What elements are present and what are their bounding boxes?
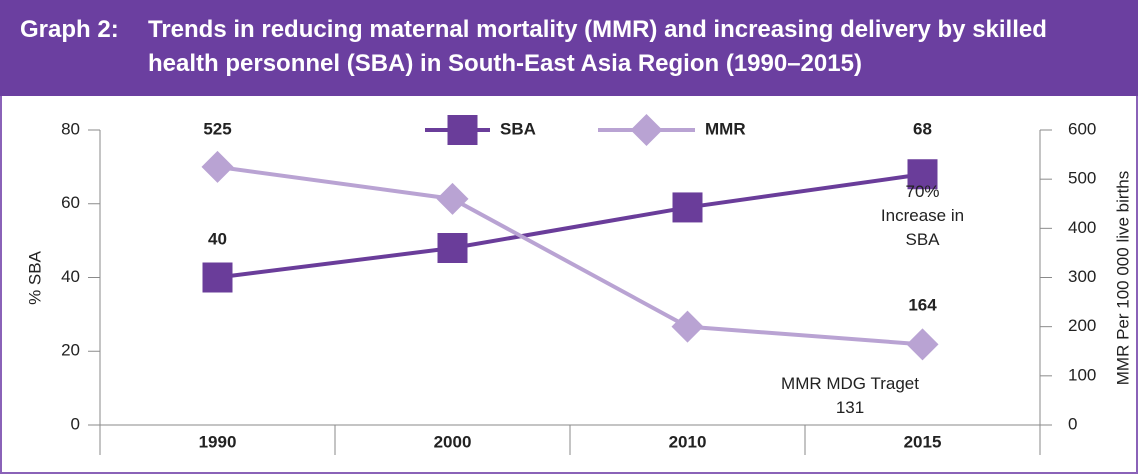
data-label: 68	[913, 119, 932, 138]
y2-tick-label: 0	[1068, 414, 1077, 433]
x-tick-label: 2000	[434, 432, 472, 451]
series-line	[217, 172, 923, 280]
annotation: MMR MDG Traget 131	[781, 374, 919, 417]
x-tick-label: 1990	[199, 432, 237, 451]
data-label: 40	[208, 229, 227, 248]
x-tick-label: 2010	[669, 432, 707, 451]
data-point	[906, 328, 939, 361]
y-tick-label: 20	[61, 341, 80, 360]
y-tick-label: 60	[61, 193, 80, 212]
y-tick-label: 40	[61, 267, 80, 286]
y-tick-label: 0	[71, 414, 80, 433]
data-point	[437, 233, 468, 263]
y2-axis-label: MMR Per 100 000 live births	[1113, 171, 1132, 385]
y-axis-label: % SBA	[25, 250, 44, 305]
y2-tick-label: 500	[1068, 169, 1096, 188]
annotation: 70% Increase in SBA	[881, 182, 964, 249]
graph-label: Graph 2:	[20, 16, 119, 43]
x-tick-label: 2015	[904, 432, 942, 451]
data-point	[202, 262, 233, 293]
y2-tick-label: 300	[1068, 267, 1096, 286]
legend-label: MMR	[705, 119, 746, 138]
header: Graph 2: Trends in reducing maternal mor…	[0, 0, 1138, 96]
data-point	[436, 182, 469, 215]
legend-label: SBA	[500, 119, 536, 138]
y-tick-label: 80	[61, 119, 80, 138]
y2-tick-label: 600	[1068, 119, 1096, 138]
data-label: 525	[203, 119, 231, 138]
data-point	[201, 150, 234, 183]
data-point	[672, 192, 703, 223]
series-line	[217, 164, 923, 347]
frame	[0, 96, 1138, 474]
y2-tick-label: 200	[1068, 316, 1096, 335]
y2-tick-label: 100	[1068, 365, 1096, 384]
legend-marker	[630, 114, 663, 146]
data-point	[671, 310, 704, 343]
chart-title: Trends in reducing maternal mortality (M…	[148, 16, 1047, 77]
y2-tick-label: 400	[1068, 218, 1096, 237]
data-label: 164	[908, 295, 937, 314]
data-point	[907, 159, 938, 190]
legend-marker	[447, 115, 478, 145]
